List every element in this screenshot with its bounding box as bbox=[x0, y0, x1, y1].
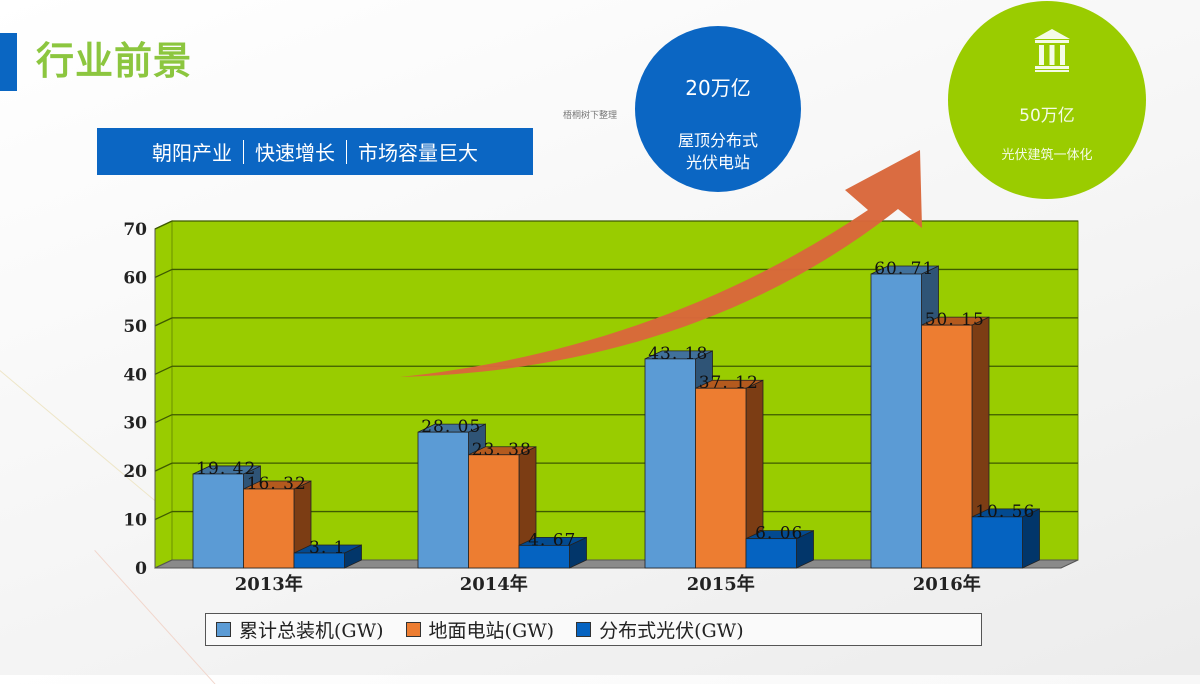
data-label: 43. 18 bbox=[648, 344, 708, 364]
y-tick-label: 60 bbox=[123, 268, 147, 288]
divider bbox=[346, 139, 347, 164]
circle-value: 50万亿 bbox=[1019, 106, 1075, 126]
chart-legend: 累计总装机(GW) 地面电站(GW) 分布式光伏(GW) bbox=[205, 613, 982, 646]
gridline bbox=[154, 220, 173, 230]
gridline bbox=[154, 510, 173, 521]
y-tick-label: 30 bbox=[123, 414, 147, 434]
data-label: 16. 32 bbox=[247, 474, 307, 494]
tagline-item: 快速增长 bbox=[255, 141, 335, 165]
data-label: 50. 15 bbox=[925, 310, 985, 330]
divider bbox=[243, 139, 244, 164]
legend-label: 分布式光伏(GW) bbox=[599, 620, 744, 642]
bar bbox=[870, 273, 922, 569]
bipv-circle: 50万亿 光伏建筑一体化 bbox=[948, 1, 1146, 199]
bar bbox=[468, 454, 520, 569]
y-tick-label: 20 bbox=[123, 462, 147, 482]
legend-item-distributed: 分布式光伏(GW) bbox=[576, 616, 744, 643]
x-tick-label: 2016年 bbox=[913, 573, 981, 595]
gridline bbox=[154, 317, 173, 327]
circle-label: 光伏建筑一体化 bbox=[1001, 148, 1093, 163]
legend-label: 地面电站(GW) bbox=[428, 620, 555, 642]
x-tick-label: 2014年 bbox=[460, 573, 528, 595]
bar-group: 28. 05 23. 38 4. 67 bbox=[417, 417, 587, 569]
data-label: 19. 42 bbox=[196, 459, 256, 479]
data-label: 37. 12 bbox=[699, 373, 759, 393]
bar bbox=[695, 387, 747, 569]
bar bbox=[644, 358, 696, 569]
y-tick-label: 0 bbox=[135, 559, 147, 579]
legend-item-total: 累计总装机(GW) bbox=[216, 616, 384, 643]
watermark: 梧桐树下整理 bbox=[563, 111, 618, 121]
legend-swatch bbox=[216, 622, 231, 637]
gridline bbox=[154, 365, 173, 375]
bar bbox=[192, 473, 244, 569]
y-tick-label: 70 bbox=[123, 220, 147, 240]
circle-value: 20万亿 bbox=[685, 76, 751, 100]
bar bbox=[243, 488, 295, 569]
data-label: 28. 05 bbox=[421, 417, 481, 437]
legend-label: 累计总装机(GW) bbox=[239, 620, 384, 642]
tagline-box: 朝阳产业 快速增长 市场容量巨大 bbox=[97, 128, 533, 175]
legend-swatch bbox=[405, 622, 421, 637]
data-label: 4. 67 bbox=[528, 530, 576, 550]
y-tick-label: 50 bbox=[123, 317, 147, 337]
y-tick-label: 40 bbox=[123, 365, 147, 385]
gridline bbox=[154, 462, 173, 472]
bank-building-icon bbox=[1034, 29, 1070, 72]
gridline bbox=[154, 268, 173, 279]
data-label: 23. 38 bbox=[472, 440, 532, 460]
data-label: 10. 56 bbox=[975, 502, 1035, 522]
x-tick-label: 2013年 bbox=[235, 573, 303, 595]
bar-group: 43. 18 37. 12 6. 06 bbox=[644, 344, 814, 569]
x-tick-label: 2015年 bbox=[687, 573, 755, 595]
bar bbox=[417, 431, 469, 569]
data-label: 3. 1 bbox=[309, 538, 345, 558]
y-tick-label: 10 bbox=[123, 511, 147, 531]
bar bbox=[293, 552, 345, 569]
bar bbox=[921, 324, 973, 569]
data-label: 6. 06 bbox=[755, 524, 803, 544]
page-title: 行业前景 bbox=[36, 39, 193, 83]
title-accent-bar bbox=[0, 33, 17, 91]
circle-label-line: 屋顶分布式 bbox=[677, 131, 758, 150]
bar bbox=[745, 538, 797, 569]
data-label: 60. 71 bbox=[874, 259, 934, 279]
legend-swatch bbox=[576, 622, 592, 637]
bar bbox=[971, 516, 1023, 569]
bar bbox=[518, 544, 570, 569]
tagline-item: 朝阳产业 bbox=[152, 141, 232, 165]
gridline bbox=[154, 414, 173, 424]
legend-item-ground: 地面电站(GW) bbox=[405, 616, 555, 643]
